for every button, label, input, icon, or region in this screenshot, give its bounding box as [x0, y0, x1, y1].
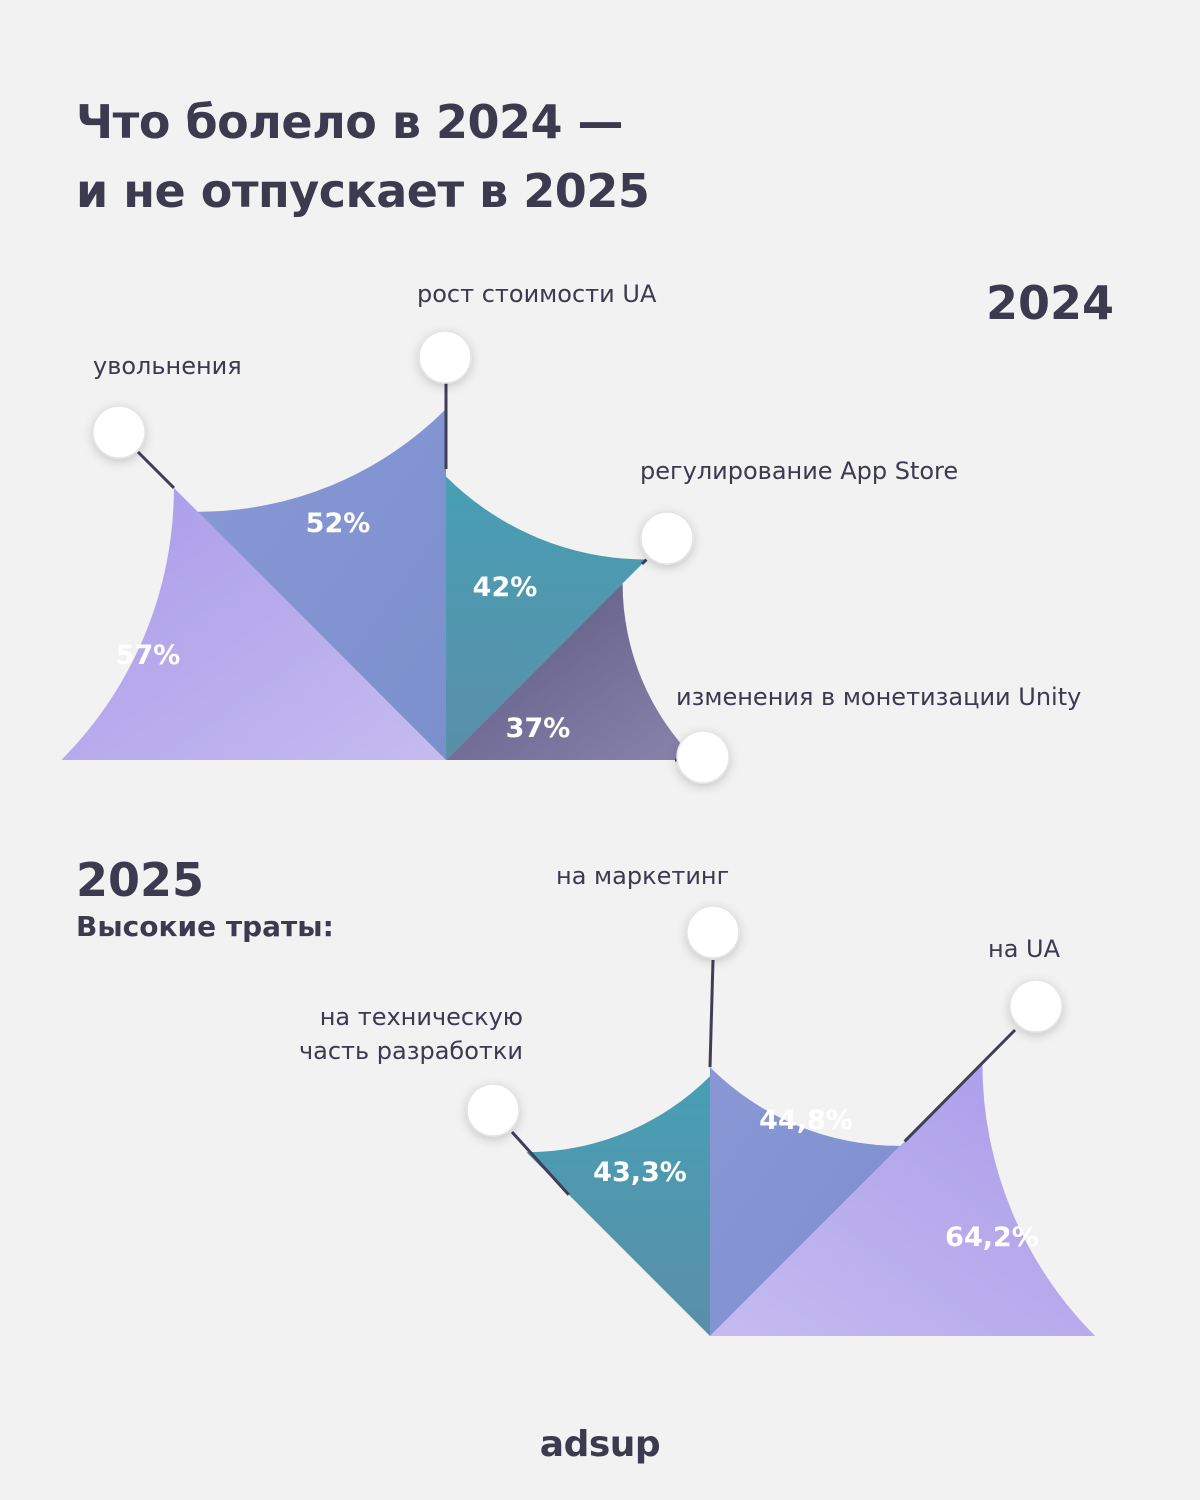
data-label-unity: 37% [506, 713, 571, 744]
chart-2024-year: 2024 [985, 276, 1114, 330]
marker-dot-ua [1009, 979, 1063, 1033]
legend-label-ua-cost: рост стоимости UA [417, 280, 657, 308]
legend-label-tech-line-2: часть разработки [298, 1037, 523, 1065]
slice-layoffs [61, 487, 447, 760]
chart-2025: 43,3% 44,8% 64,2% [466, 905, 1096, 1336]
legend-label-layoffs: увольнения [93, 352, 242, 380]
slice-unity [446, 583, 696, 760]
data-label-marketing: 44,8% [759, 1105, 853, 1136]
data-label-ua: 64,2% [945, 1222, 1039, 1253]
leader-line-marketing [708, 959, 715, 1068]
chart-2024: 57% 52% 42% 37% [61, 330, 730, 784]
slice-marketing [710, 1067, 901, 1336]
leader-line-app-store [640, 558, 648, 566]
legend-label-marketing: на маркетинг [556, 862, 730, 890]
adsup-logo: adsup [539, 1424, 661, 1465]
slice-ua-cost [197, 409, 446, 760]
chart-2025-year: 2025 [76, 853, 205, 907]
data-label-ua-cost: 52% [306, 508, 371, 539]
marker-dot-layoffs [92, 405, 146, 459]
legend-label-ua: на UA [988, 935, 1061, 963]
slice-ua [710, 1063, 1096, 1336]
chart-2025-subtitle: Высокие траты: [76, 910, 334, 943]
data-label-layoffs: 57% [116, 640, 181, 671]
legend-label-app-store: регулирование App Store [640, 457, 959, 485]
slice-app-store [446, 476, 647, 760]
title-line-1: Что болело в 2024 — [76, 95, 624, 149]
title-line-2: и не отпускает в 2025 [76, 164, 650, 218]
data-label-tech: 43,3% [593, 1157, 687, 1188]
legend-label-unity: изменения в монетизации Unity [676, 683, 1082, 711]
marker-dot-ua-cost [418, 330, 472, 384]
marker-dot-marketing [686, 905, 740, 959]
data-label-app-store: 42% [473, 572, 538, 603]
marker-dot-app-store [640, 511, 694, 565]
marker-dot-unity [676, 730, 730, 784]
legend-label-tech: на техническую часть разработки [299, 1000, 523, 1068]
marker-dot-tech [466, 1083, 520, 1137]
leader-line-layoffs [136, 450, 176, 490]
page-title: Что болело в 2024 — и не отпускает в 202… [76, 88, 650, 226]
legend-label-tech-line-1: на техническую [319, 1003, 523, 1031]
slice-tech [526, 1076, 710, 1336]
leader-line-tech [510, 1130, 570, 1196]
leader-line-ua [903, 1028, 1017, 1143]
